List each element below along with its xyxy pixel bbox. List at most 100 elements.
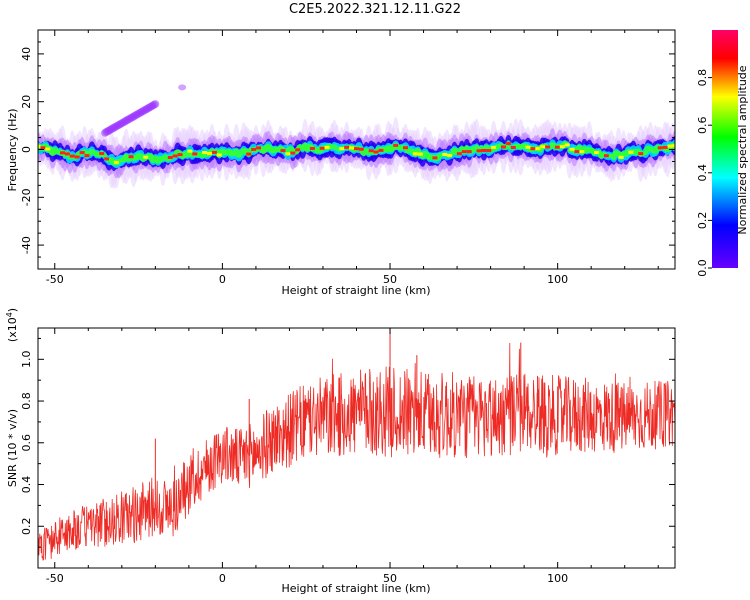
spectrum-peak [94,152,100,156]
spectrum-peak [256,146,261,150]
spectrum-peak [530,147,536,151]
spectrum-peak [368,149,374,153]
x-tick-label: 0 [219,273,226,286]
spectrum-mark [473,144,480,150]
spectrum-peak [354,147,359,151]
spectrum-peak [38,144,41,148]
spectrogram-x-ticks: -50 0 50 100 [46,30,659,286]
spectrum-peak [113,160,119,164]
spectrum-peak [290,151,296,155]
spectrum-peak [182,152,188,156]
colorbar: 0.0 0.2 0.4 0.6 0.8 Normalized spectral ampl… [696,30,749,277]
spectrum-peak [143,155,149,159]
x-tick-label: 50 [383,572,397,585]
spectrum-peak [510,146,516,149]
spectrum-peak [505,142,511,145]
spectrum-peak [109,158,114,162]
spectrum-peak [456,152,462,156]
spectrum-peak [123,154,129,158]
colorbar-tick-label: 0.8 [696,69,709,87]
spectrum-peak [501,145,506,149]
spectrum-peak [535,147,541,151]
x-tick-label: 100 [547,273,568,286]
spectrum-peak [162,155,168,159]
y-tick-label: 0 [20,146,33,153]
spectrum-peak [447,154,453,157]
spectrum-peak [672,144,675,148]
spectrum-peak [40,146,46,150]
x-tick-label: -50 [46,273,64,286]
y-tick-label: -40 [20,236,33,254]
spectrum-peak [545,145,551,149]
spectrum-peak [363,149,369,152]
spectrum-peak [388,147,394,151]
spectrum-peak [260,149,266,153]
spectrogram-y-ticks: -40 -20 0 20 40 [20,41,675,258]
spectrum-peak [618,155,624,159]
spectrum-peak [579,150,585,154]
spectrum-peak [417,152,423,156]
spectrum-peak [373,150,379,154]
snr-x-label: Height of straight line (km) [281,582,430,595]
spectrum-side-feature [101,84,187,137]
spectrum-peak [358,147,364,151]
spectrum-peak [638,152,644,156]
snr-peaks [154,328,539,506]
spectrum-peak [79,151,85,155]
spectrum-peak [295,148,301,152]
spectrum-peak [412,152,418,156]
spectrum-peak [118,158,124,162]
spectrum-peak [319,146,325,150]
y-tick-label: 20 [20,95,33,109]
side-feature-mark [151,100,160,109]
spectrum-peak [584,148,590,152]
spectrum-peak [427,155,433,159]
spectrum-peak [628,150,634,154]
spectrum-peak [344,145,350,149]
spectrum-peak [559,145,565,149]
spectrum-peak [99,152,105,155]
spectrum-peak [236,154,242,158]
spectrum-peak [285,152,291,156]
snr-multiplier: (x104) [5,308,19,342]
spectrum-peak [148,155,154,159]
spectrum-peak [241,149,247,153]
page-title: C2E5.2022.321.12.11.G22 [288,2,462,17]
spectrum-peak-marks [38,142,675,164]
spectrum-peak [589,149,595,152]
y-tick-label: 0.6 [20,434,33,452]
spectrum-peak [667,144,673,148]
spectrum-peak [216,153,222,157]
spectrum-peak [481,149,487,152]
spectrum-peak [246,152,252,156]
spectrum-peak [339,147,345,151]
spectrum-peak [207,152,212,155]
x-tick-label: -50 [46,572,64,585]
spectrum-peak [520,144,526,148]
x-tick-label: 50 [383,273,397,286]
spectrum-peak [378,148,384,152]
y-tick-label: -20 [20,188,33,206]
spectrum-peak [407,149,413,153]
spectrum-peak [398,147,404,150]
spectrum-peak [60,151,65,155]
spectrum-peak [177,153,183,157]
spectrum-peak [540,145,546,149]
spectrum-peak [525,145,531,149]
spectrum-peak [192,152,198,156]
spectrum-peak [64,152,70,156]
spectrum-mark [463,145,470,151]
spectrum-peak [69,154,75,158]
spectrum-peak [45,147,51,151]
spectrum-peak [50,151,56,155]
colorbar-ticks: 0.0 0.2 0.4 0.6 0.8 [696,69,712,277]
spectrum-peak [491,145,497,149]
x-tick-label: 100 [547,572,568,585]
spectrum-peak [662,145,668,149]
spectrum-peak [305,147,310,151]
spectrum-peak [603,154,609,158]
spectrum-peak [466,150,472,154]
spectrum-peak [270,149,276,153]
spectrogram-panel: -50 0 50 100 -40 -20 0 20 40 Height of straight… [6,29,676,297]
spectrum-peak [324,145,330,149]
